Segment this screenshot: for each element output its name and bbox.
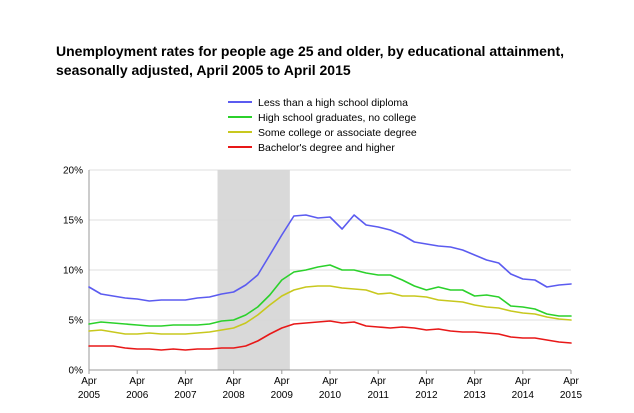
- y-tick-label: 10%: [63, 266, 83, 277]
- x-tick-label-year: 2012: [415, 390, 438, 401]
- x-tick-label-year: 2005: [78, 390, 101, 401]
- x-tick-label-month: Apr: [419, 376, 435, 387]
- x-tick-label-month: Apr: [274, 376, 290, 387]
- y-tick-label: 0%: [69, 366, 84, 377]
- x-tick-label-month: Apr: [322, 376, 338, 387]
- x-tick-label-year: 2009: [271, 390, 294, 401]
- x-tick-label-month: Apr: [226, 376, 242, 387]
- x-tick-label-month: Apr: [467, 376, 483, 387]
- x-tick-label-month: Apr: [81, 376, 97, 387]
- series-line-1: [88, 264, 572, 327]
- x-tick-label-month: Apr: [370, 376, 386, 387]
- x-tick-label-year: 2007: [174, 390, 197, 401]
- x-tick-label-month: Apr: [129, 376, 145, 387]
- x-tick-label-year: 2014: [512, 390, 535, 401]
- y-tick-label: 5%: [69, 316, 84, 327]
- x-tick-label-month: Apr: [178, 376, 194, 387]
- x-tick-label-year: 2006: [126, 390, 149, 401]
- plot-area: 0% 5% 10% 15% 20% Apr 2005 Apr 2006 Apr 2007 Apr 200…: [63, 166, 583, 402]
- y-tick-label: 15%: [63, 216, 83, 227]
- legend-label: High school graduates, no college: [258, 112, 416, 124]
- x-tick-label-year: 2015: [560, 390, 583, 401]
- chart-title: Unemployment rates for people age 25 and…: [56, 43, 565, 78]
- y-tick-label: 20%: [63, 166, 83, 177]
- legend-label: Bachelor's degree and higher: [258, 142, 395, 154]
- x-tick-label-month: Apr: [515, 376, 531, 387]
- series-line-3: [88, 320, 572, 351]
- series-line-2: [88, 285, 572, 335]
- legend-label: Some college or associate degree: [258, 127, 417, 139]
- x-tick-label-month: Apr: [563, 376, 579, 387]
- chart-legend: Less than a high school diploma High scho…: [228, 97, 417, 154]
- x-tick-label-year: 2008: [222, 390, 245, 401]
- x-tick-label-year: 2011: [367, 390, 389, 401]
- x-tick-label-year: 2013: [463, 390, 486, 401]
- x-tick-label-year: 2010: [319, 390, 342, 401]
- series-line-0: [88, 214, 572, 302]
- legend-label: Less than a high school diploma: [258, 97, 408, 109]
